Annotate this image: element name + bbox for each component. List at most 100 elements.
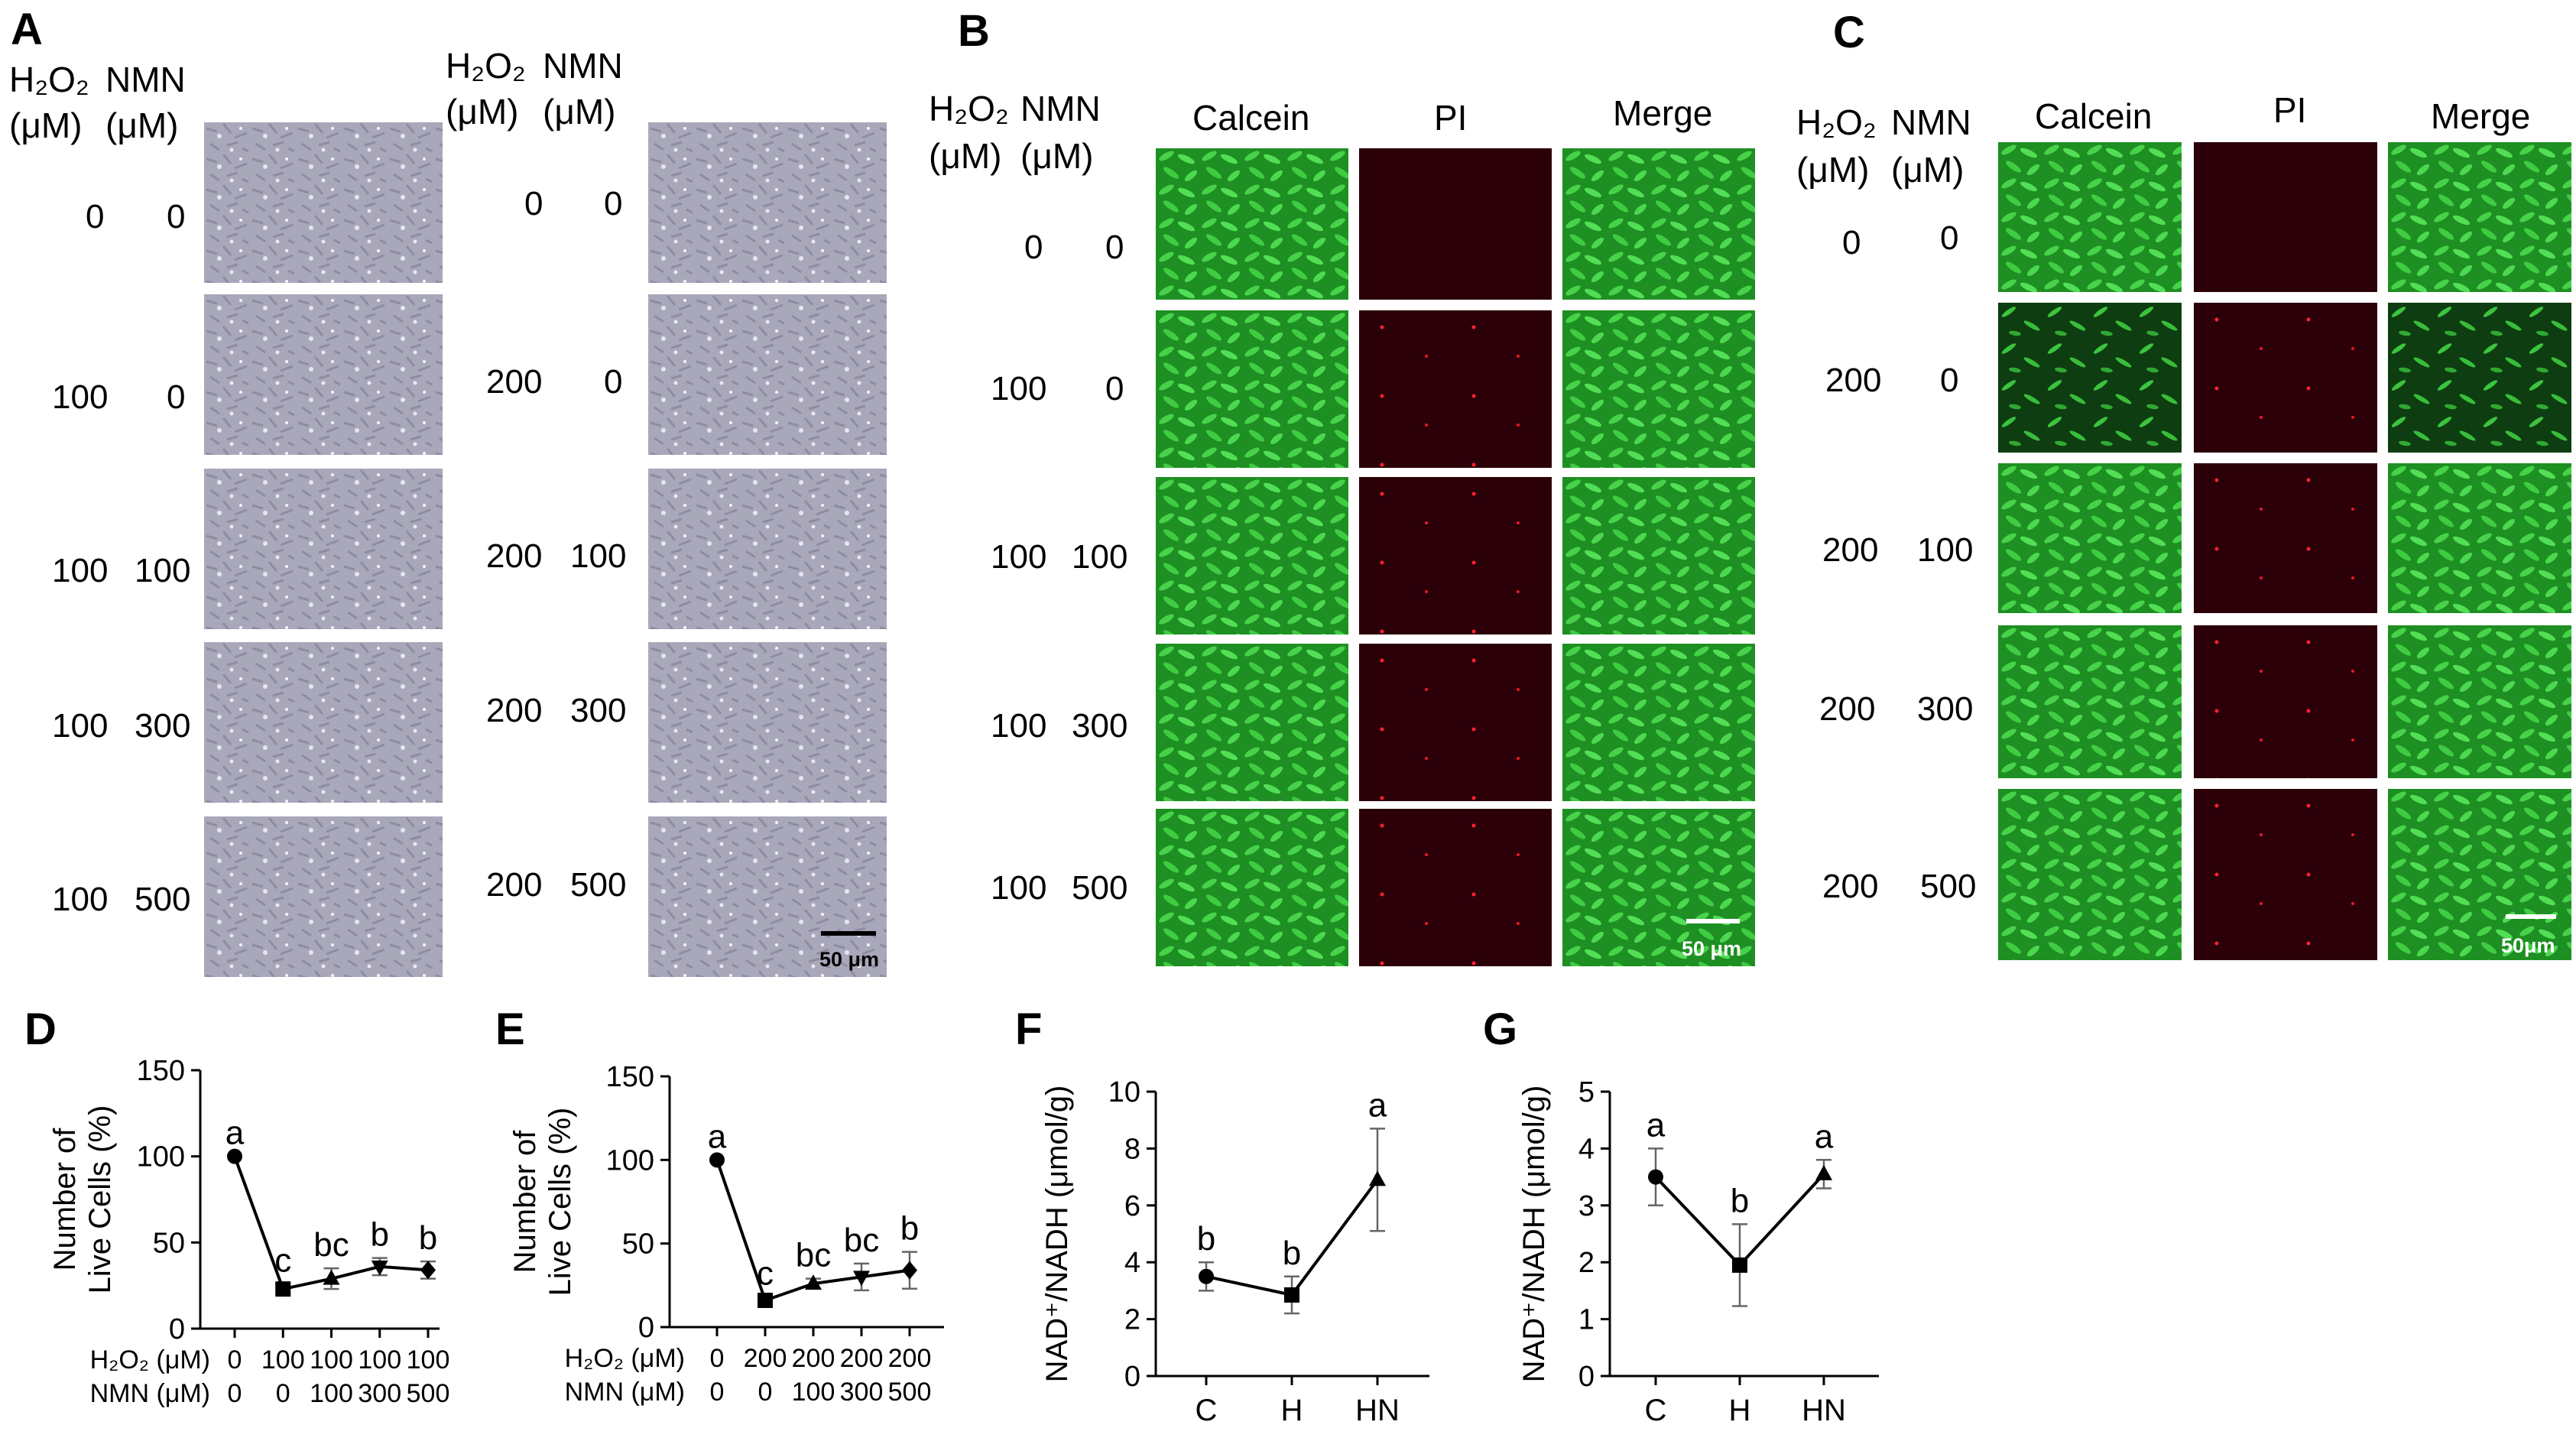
header-nmn: NMN (1020, 89, 1101, 128)
x-tick-label: 0 (228, 1345, 242, 1374)
header-unit-h2o2: (μM) (446, 92, 519, 131)
significance-letter: b (900, 1210, 919, 1248)
row-label-nmn: 300 (570, 692, 627, 729)
y-tick-label: 1 (1578, 1304, 1595, 1336)
header-unit-nmn: (μM) (1891, 150, 1964, 190)
significance-letter: bc (313, 1226, 349, 1264)
chart-g: 0 1 2 3 4 5 NAD⁺/NADH (μmol/g) C H HN a b a (1517, 1076, 1879, 1427)
header-unit-nmn: (μM) (543, 92, 616, 131)
header-nmn: NMN (1891, 102, 1971, 142)
pi-tile (2194, 625, 2377, 778)
row-label-h2o2: 100 (52, 378, 109, 416)
y-axis-label: Number ofLive Cells (%) (48, 1105, 117, 1294)
y-tick-label: 0 (169, 1313, 185, 1345)
y-tick-label: 0 (1124, 1361, 1140, 1393)
row-label-h2o2: 100 (991, 538, 1047, 576)
significance-letter: bc (844, 1222, 879, 1259)
calcein-tile (1998, 142, 2182, 292)
panel-letter-b: B (958, 6, 990, 56)
pi-tile (2194, 789, 2377, 960)
data-point (853, 1271, 870, 1287)
x-tick-label: 500 (407, 1379, 450, 1408)
data-point (805, 1274, 822, 1290)
merge-tile (1562, 644, 1755, 801)
row-label-nmn: 300 (1072, 707, 1128, 745)
x-tick-label: 0 (710, 1344, 725, 1373)
x-tick-label: 200 (792, 1344, 835, 1373)
row-label-h2o2: 0 (1024, 229, 1043, 266)
x-tick-label: 0 (710, 1378, 725, 1407)
merge-tile (1562, 148, 1755, 300)
panel-letter-c: C (1833, 8, 1865, 57)
row-label-nmn: 0 (167, 198, 186, 235)
data-point (1369, 1170, 1386, 1186)
x-tick-label: 100 (310, 1345, 353, 1374)
scale-bar-label: 50 μm (1682, 937, 1742, 960)
column-header-calcein: Calcein (1192, 98, 1310, 138)
y-tick-label: 2 (1124, 1304, 1140, 1336)
panel-letter-d: D (24, 1004, 57, 1054)
x-tick-label: C (1196, 1394, 1218, 1427)
header-unit-h2o2: (μM) (9, 105, 83, 145)
merge-tile (1562, 809, 1755, 966)
pi-tile (1359, 477, 1552, 634)
significance-letter: c (274, 1241, 291, 1279)
header-unit-h2o2: (μM) (929, 136, 1002, 176)
row-label-h2o2: 100 (52, 707, 109, 745)
header-h2o2: H₂O₂ (9, 60, 89, 99)
x-tick-label: 100 (261, 1345, 305, 1374)
x-tick-label: 0 (758, 1378, 773, 1407)
row-label-nmn: 100 (135, 552, 191, 589)
x-row-label: H₂O₂ (μM) (565, 1344, 685, 1373)
x-tick-label: 100 (310, 1379, 353, 1408)
significance-letter: b (419, 1219, 437, 1257)
x-tick-label: H (1729, 1394, 1751, 1427)
pi-tile (1359, 644, 1552, 801)
header-nmn: NMN (543, 46, 623, 86)
x-tick-label: 100 (792, 1378, 835, 1407)
y-tick-label: 100 (137, 1141, 185, 1173)
row-label-nmn: 100 (570, 537, 627, 575)
x-tick-label: 100 (358, 1345, 401, 1374)
y-tick-label: 0 (1578, 1361, 1595, 1393)
row-label-h2o2: 200 (1819, 690, 1876, 728)
micrograph-tile (648, 816, 887, 977)
merge-tile (1562, 477, 1755, 634)
merge-tile (2388, 789, 2571, 960)
row-label-nmn: 100 (1917, 531, 1974, 569)
significance-letter: a (225, 1115, 245, 1152)
scale-bar (821, 931, 876, 936)
row-label-h2o2: 0 (1842, 224, 1861, 261)
row-label-nmn: 100 (1072, 538, 1128, 576)
y-tick-label: 150 (137, 1055, 185, 1087)
x-tick-label: C (1645, 1394, 1667, 1427)
row-label-nmn: 0 (604, 363, 623, 401)
y-axis-label: NAD⁺/NADH (μmol/g) (1517, 1086, 1551, 1383)
header-h2o2: H₂O₂ (1796, 102, 1877, 142)
row-label-h2o2: 200 (486, 363, 543, 401)
micrograph-tile (648, 294, 887, 455)
scale-bar (2506, 914, 2556, 919)
data-point (275, 1281, 291, 1297)
row-label-h2o2: 100 (991, 707, 1047, 745)
y-tick-label: 3 (1578, 1190, 1595, 1222)
x-row-label: NMN (μM) (90, 1379, 210, 1408)
micrograph-tile (204, 642, 443, 803)
significance-letter: a (1815, 1118, 1834, 1155)
row-label-h2o2: 0 (86, 198, 105, 235)
column-header-merge: Merge (2431, 96, 2531, 136)
significance-letter: b (371, 1216, 389, 1254)
x-tick-label: 200 (888, 1344, 932, 1373)
panel-letter-g: G (1483, 1004, 1518, 1054)
data-point (371, 1260, 388, 1276)
row-label-nmn: 0 (1105, 229, 1124, 266)
row-label-h2o2: 100 (991, 869, 1047, 907)
calcein-tile (1156, 644, 1348, 801)
significance-letter: c (757, 1255, 774, 1293)
x-tick-label: 200 (744, 1344, 787, 1373)
row-label-nmn: 0 (1940, 362, 1959, 399)
y-axis-label: NAD⁺/NADH (μmol/g) (1040, 1086, 1074, 1383)
y-axis-label: Number ofLive Cells (%) (508, 1108, 577, 1297)
header-nmn: NMN (105, 60, 186, 99)
row-label-h2o2: 100 (52, 552, 109, 589)
